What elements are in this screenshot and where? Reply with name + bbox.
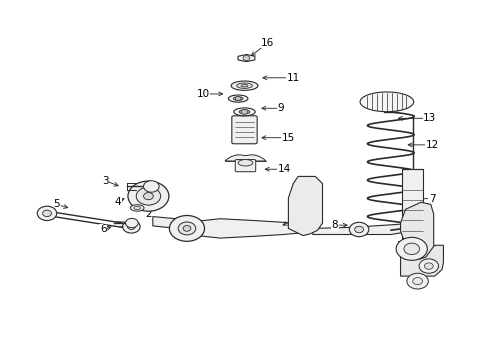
Circle shape	[143, 181, 159, 192]
Polygon shape	[312, 224, 406, 234]
Text: 10: 10	[196, 89, 209, 99]
Text: 12: 12	[425, 140, 438, 150]
Circle shape	[143, 193, 153, 200]
Circle shape	[354, 226, 363, 233]
Ellipse shape	[233, 97, 243, 100]
Ellipse shape	[359, 92, 413, 112]
Circle shape	[412, 278, 422, 285]
Ellipse shape	[241, 85, 247, 87]
Circle shape	[136, 187, 160, 205]
Circle shape	[37, 206, 57, 221]
Polygon shape	[288, 176, 322, 235]
Ellipse shape	[228, 95, 247, 102]
Polygon shape	[400, 202, 433, 260]
FancyBboxPatch shape	[231, 116, 257, 144]
Polygon shape	[224, 155, 265, 161]
Circle shape	[395, 237, 427, 260]
Circle shape	[400, 241, 424, 258]
FancyBboxPatch shape	[235, 159, 255, 172]
Polygon shape	[400, 245, 443, 276]
Circle shape	[241, 109, 247, 114]
Ellipse shape	[239, 110, 249, 114]
Bar	[401, 169, 423, 241]
Text: 1: 1	[303, 209, 309, 219]
Circle shape	[42, 210, 51, 217]
Circle shape	[406, 246, 418, 254]
Circle shape	[406, 273, 427, 289]
Polygon shape	[186, 219, 303, 238]
Circle shape	[183, 226, 190, 231]
Circle shape	[128, 181, 168, 211]
Text: 11: 11	[286, 73, 299, 83]
Circle shape	[243, 55, 249, 60]
Ellipse shape	[238, 159, 252, 166]
Polygon shape	[238, 54, 254, 62]
Text: 5: 5	[53, 199, 60, 210]
Circle shape	[169, 216, 204, 241]
Circle shape	[348, 222, 368, 237]
Circle shape	[418, 259, 438, 273]
Polygon shape	[153, 217, 186, 228]
Ellipse shape	[130, 205, 144, 211]
Circle shape	[235, 96, 241, 101]
Text: 6: 6	[100, 225, 106, 234]
Text: 15: 15	[281, 133, 294, 143]
Ellipse shape	[236, 83, 252, 88]
Text: 2: 2	[145, 209, 151, 219]
Circle shape	[178, 222, 195, 235]
Text: 14: 14	[277, 164, 290, 174]
Text: 16: 16	[261, 38, 274, 48]
Text: 13: 13	[422, 113, 435, 123]
Text: 8: 8	[331, 220, 337, 230]
Circle shape	[122, 220, 140, 233]
Text: 3: 3	[102, 176, 109, 186]
Text: 7: 7	[428, 194, 435, 204]
Circle shape	[424, 263, 432, 269]
Circle shape	[403, 243, 419, 255]
Text: 9: 9	[277, 103, 284, 113]
Circle shape	[127, 224, 135, 229]
Ellipse shape	[134, 206, 141, 210]
Ellipse shape	[231, 81, 257, 90]
Text: 4: 4	[114, 197, 121, 207]
Circle shape	[409, 248, 414, 252]
Circle shape	[125, 219, 138, 228]
Ellipse shape	[233, 108, 255, 116]
